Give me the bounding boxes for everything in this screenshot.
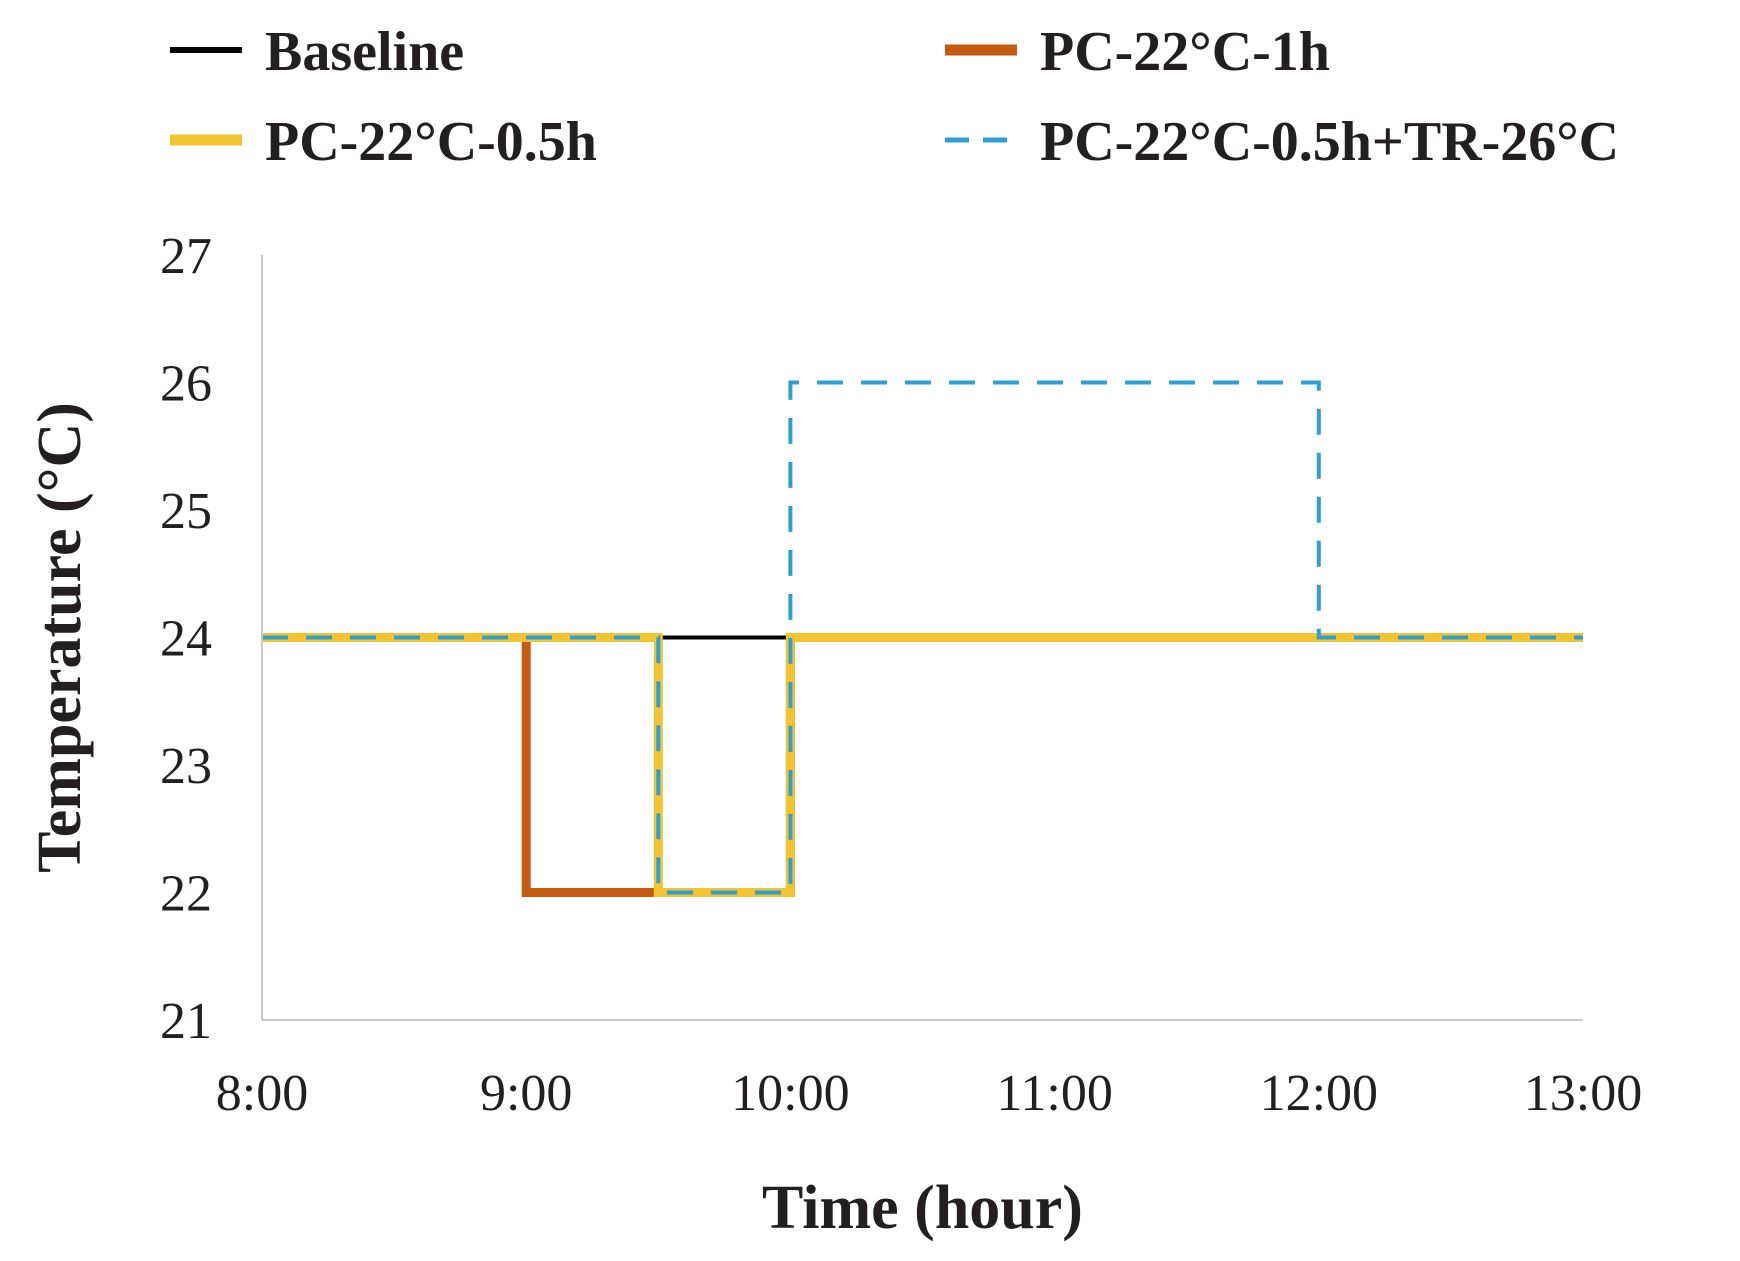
plot-area <box>262 380 1583 897</box>
y-tick-label: 22 <box>160 866 212 923</box>
series-baseline-legend-label: Baseline <box>265 21 464 83</box>
series-pc-1h-legend-label: PC-22°C-1h <box>1040 21 1330 83</box>
series-pc-0-5h-line <box>262 633 1583 897</box>
series-pc-0-5h-tr-legend-label: PC-22°C-0.5h+TR-26°C <box>1040 111 1619 173</box>
y-tick-label: 27 <box>160 228 212 285</box>
axes <box>261 255 1583 1021</box>
y-tick-label: 21 <box>160 993 212 1050</box>
y-tick-label: 23 <box>160 738 212 795</box>
x-tick-label: 8:00 <box>216 1065 308 1122</box>
series-pc-0-5h-legend-label: PC-22°C-0.5h <box>265 111 597 173</box>
y-tick-label: 26 <box>160 356 212 413</box>
series-pc-0-5h-tr-line <box>262 380 1583 895</box>
y-axis-title: Temperature (°C) <box>26 402 94 873</box>
y-tick-label: 24 <box>160 611 212 668</box>
x-tick-label: 13:00 <box>1524 1065 1642 1122</box>
x-tick-label: 9:00 <box>480 1065 572 1122</box>
series-pc-1h-line <box>262 633 1583 897</box>
legend: Baseline PC-22°C-1h PC-22°C-0.5h PC-22°C-0.… <box>170 21 1619 173</box>
x-axis-title: Time (hour) <box>762 1174 1083 1242</box>
tick-labels: 21 22 23 24 25 26 27 8:00 9:00 10:00 11:00 12:00 13:… <box>160 228 1642 1122</box>
x-tick-label: 10:00 <box>731 1065 849 1122</box>
x-tick-label: 11:00 <box>996 1065 1113 1122</box>
x-tick-label: 12:00 <box>1260 1065 1378 1122</box>
y-tick-label: 25 <box>160 483 212 540</box>
